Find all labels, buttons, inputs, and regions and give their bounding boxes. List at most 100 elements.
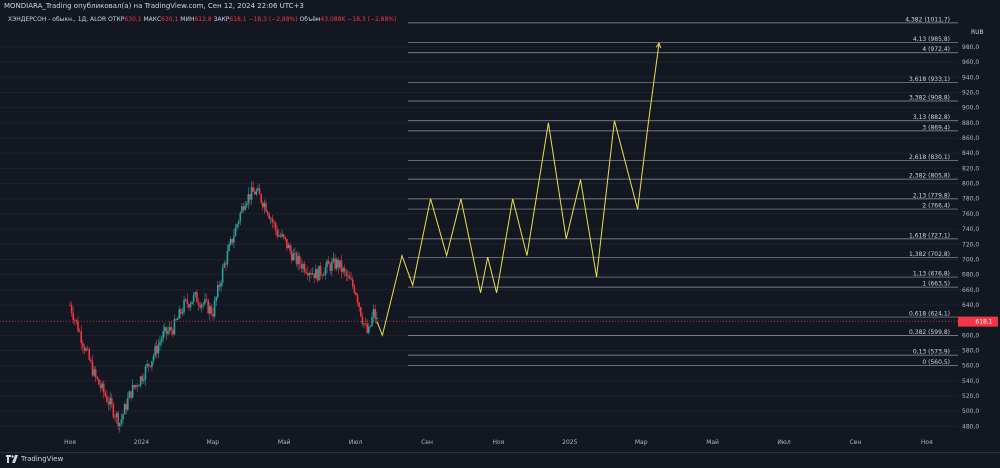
candle-body [343, 268, 346, 272]
candle-body [159, 341, 161, 345]
candle-body [279, 235, 282, 237]
price-tick-label: 600,0 [962, 332, 979, 339]
candle-body [300, 264, 303, 269]
projection-arrow-icon [655, 42, 662, 49]
candle-body [163, 327, 166, 332]
candle-body [353, 286, 356, 293]
candle-body [305, 271, 307, 274]
candle-body [318, 265, 320, 281]
price-tick-label: 940,0 [962, 74, 979, 81]
candle-body [324, 267, 327, 275]
candle-body [136, 385, 139, 387]
candle-body [313, 273, 315, 279]
ohlc-legend: ХЭНДЕРСОН - обыкн., 1Д, ALOR ОТКР630,1 М… [8, 16, 396, 23]
candle-body [215, 296, 217, 302]
candle-body [192, 294, 195, 302]
price-tick-label: 720,0 [962, 241, 979, 248]
time-tick-label: Ноя [921, 439, 933, 446]
candle-body [253, 191, 256, 195]
tradingview-brand[interactable]: TradingView [6, 455, 63, 463]
candle-body [266, 211, 269, 215]
fib-label: 3,13 (882,8) [913, 114, 950, 121]
candle-body [342, 268, 344, 272]
candle-body [358, 302, 360, 308]
candle-body [123, 404, 126, 415]
candle-body [247, 193, 250, 204]
candle-body [70, 305, 73, 314]
candle-body [290, 250, 293, 261]
candle-body [286, 238, 288, 249]
candle-body [289, 244, 291, 251]
price-tick-label: 800,0 [962, 181, 979, 188]
candle-body [273, 221, 275, 224]
candle-body [69, 304, 71, 306]
candle-body [332, 258, 335, 262]
candle-body [119, 423, 121, 427]
price-tick-label: 540,0 [962, 378, 979, 385]
candle-body [152, 355, 155, 362]
candle-body [107, 401, 110, 405]
candle-body [310, 273, 312, 275]
price-tick-label: 660,0 [962, 287, 979, 294]
candle-body [194, 292, 197, 295]
candle-body [221, 267, 224, 283]
candle-body [242, 206, 245, 211]
time-axis: Ноя 2024 Мар Май Июл Сен Ноя 2025 Мар Май Июл Сен Но… [64, 439, 933, 446]
candle-body [244, 205, 246, 211]
currency-label[interactable]: RUB [971, 29, 984, 36]
projection-path [376, 42, 662, 337]
candle-body [368, 326, 370, 333]
candle-body [186, 299, 189, 304]
time-tick-label: Ноя [493, 439, 505, 446]
candle-body [207, 299, 209, 314]
candle-body [183, 299, 185, 313]
low-label: МИН [180, 16, 195, 23]
candle-body [199, 305, 201, 308]
grid [0, 46, 958, 427]
candle-body [90, 359, 92, 362]
candle-body [128, 391, 131, 399]
candle-body [316, 269, 319, 281]
candle-body [319, 265, 322, 276]
candle-body [234, 227, 237, 237]
candle-body [229, 238, 232, 245]
price-tick-label: 960,0 [962, 59, 979, 66]
volume-change-value: −18,3 (−2,88%) [347, 16, 397, 23]
candle-body [281, 234, 283, 237]
candle-body [223, 263, 226, 268]
candle-body [323, 274, 325, 276]
publisher-line: MONDIARA_Trading опубликовал(а) на Tradi… [4, 2, 304, 10]
open-value: 630,1 [124, 16, 142, 23]
candle-body [173, 319, 176, 335]
candle-body [361, 316, 364, 325]
high-value: 630,1 [161, 16, 179, 23]
candle-body [154, 346, 156, 356]
candle-body [347, 275, 349, 277]
fib-label: 0,382 (599,8) [909, 329, 950, 336]
symbol-label[interactable]: ХЭНДЕРСОН - обыкн., 1Д, ALOR [8, 16, 107, 23]
candle-body [170, 327, 173, 331]
candle-body [102, 383, 105, 393]
fib-label: 3,618 (933,1) [909, 76, 950, 83]
candle-body [371, 316, 373, 326]
price-tick-label: 480,0 [962, 423, 979, 430]
candle-body [274, 223, 277, 230]
candle-body [181, 312, 184, 314]
volume-label: Объём [299, 16, 321, 23]
change-value: −18,3 (−2,88%) [248, 16, 298, 23]
candle-body [216, 285, 219, 297]
candle-body [314, 269, 317, 279]
candle-body [348, 275, 351, 279]
candle-body [162, 331, 164, 340]
candle-body [369, 325, 372, 327]
candle-body [202, 303, 205, 305]
price-tick-label: 820,0 [962, 165, 979, 172]
fib-label: 1,13 (676,8) [913, 271, 950, 278]
candle-body [167, 330, 169, 334]
candle-body [168, 327, 171, 331]
candle-body [350, 278, 352, 280]
candle-body [160, 339, 163, 342]
candle-body [225, 263, 227, 265]
fib-label: 2,382 (805,8) [909, 173, 950, 180]
